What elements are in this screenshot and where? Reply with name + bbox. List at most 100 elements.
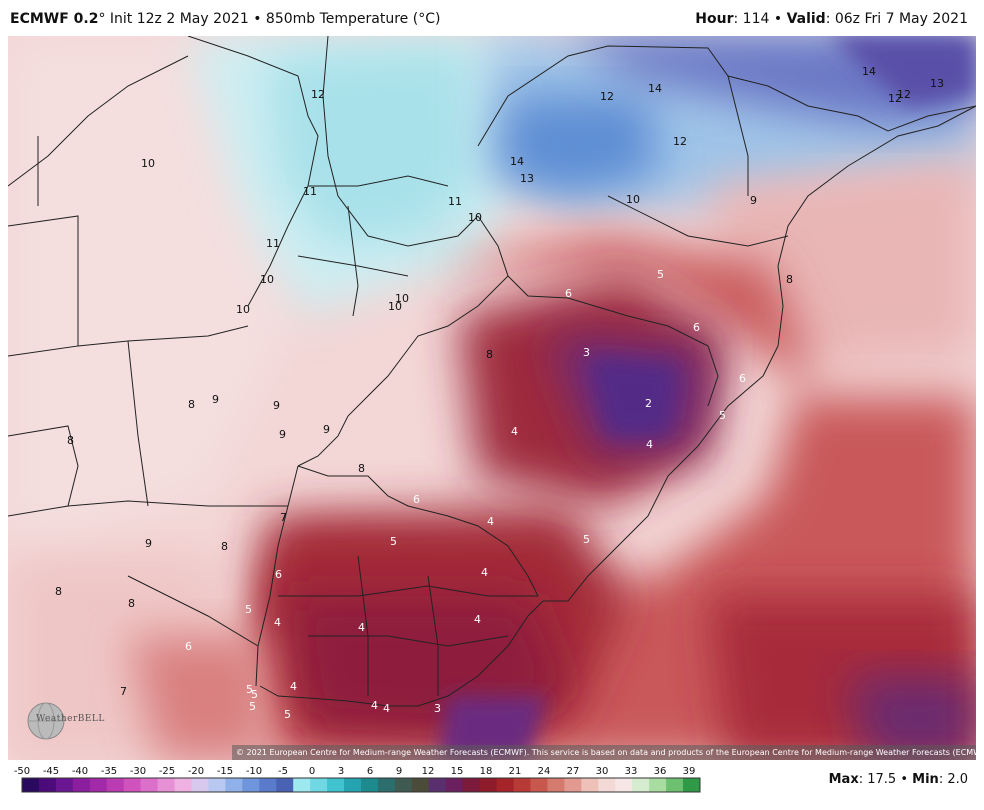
legend-tick-1: -45 [43,766,59,777]
logo-text: WeatherBELL [36,714,105,724]
contour-label-dark-30: 7 [280,511,287,524]
legend-swatch-14 [259,778,277,792]
legend-tick-23: 39 [683,766,696,777]
model-name: ECMWF 0.2 [10,11,99,27]
legend-border [21,777,701,793]
contour-label-light-7: 4 [511,425,518,438]
contour-label-dark-0: 12 [311,88,325,101]
contour-label-dark-24: 9 [212,393,219,406]
contour-label-dark-32: 8 [221,540,228,553]
legend-tick-3: -35 [101,766,117,777]
contour-label-light-15: 5 [245,603,252,616]
legend-tick-0: -50 [14,766,30,777]
contour-label-dark-7: 10 [388,300,402,313]
legend-swatch-4 [89,778,108,792]
legend-tick-4: -30 [130,766,146,777]
title-separator: • [253,11,262,27]
legend-swatch-29 [513,778,531,792]
contour-label-dark-27: 9 [323,423,330,436]
legend-swatch-38 [666,778,684,792]
legend-swatch-8 [157,778,176,792]
contour-label-dark-4: 10 [260,273,274,286]
legend-swatch-34 [598,778,616,792]
legend-swatch-6 [123,778,142,792]
contour-label-light-3: 3 [583,346,590,359]
legend-swatch-7 [140,778,159,792]
valid-label: Valid [786,11,826,27]
legend-tick-18: 24 [538,766,551,777]
contour-label-dark-21: 8 [786,273,793,286]
legend-swatch-13 [242,778,260,792]
contour-label-dark-3: 11 [266,237,280,250]
legend-tick-11: 3 [338,766,344,777]
legend-swatch-18 [327,778,345,792]
contour-label-dark-2: 11 [303,185,317,198]
max-label: Max [828,772,859,787]
contour-label-dark-33: 8 [55,585,62,598]
contour-label-dark-20: 13 [930,77,944,90]
contour-label-light-1: 6 [565,287,572,300]
legend-tick-6: -20 [188,766,204,777]
legend-tick-8: -10 [246,766,262,777]
legend-tick-15: 15 [451,766,464,777]
contour-label-light-5: 2 [645,397,652,410]
legend-swatch-22 [394,778,413,792]
legend-swatch-15 [276,778,294,792]
legend-swatch-5 [106,778,125,792]
contour-label-light-19: 6 [185,640,192,653]
legend-swatch-3 [72,778,91,792]
legend-swatch-20 [361,778,379,792]
contour-label-light-0: 5 [657,268,664,281]
contour-label-dark-10: 14 [510,155,524,168]
legend-tick-17: 21 [509,766,522,777]
contour-label-dark-8: 11 [448,195,462,208]
contour-label-dark-6: 10 [395,292,409,305]
contour-label-light-17: 4 [358,621,365,634]
contour-label-dark-5: 10 [236,303,250,316]
legend-swatch-25 [445,778,464,792]
legend-tick-9: -5 [278,766,288,777]
contour-label-dark-28: 8 [67,434,74,447]
legend-swatch-35 [615,778,633,792]
legend-swatch-2 [55,778,74,792]
valid-time: Hour: 114 • Valid: 06z Fri 7 May 2021 [695,11,968,27]
contour-label-dark-31: 9 [145,537,152,550]
legend-swatch-23 [411,778,430,792]
temperature-field [8,36,976,760]
copyright-notice: © 2021 European Centre for Medium-range … [232,745,976,760]
contour-label-dark-13: 14 [648,82,662,95]
contour-label-dark-17: 14 [862,65,876,78]
legend-tick-12: 6 [367,766,373,777]
contour-label-light-23: 5 [249,700,256,713]
legend-swatch-16 [293,778,311,792]
map-title: ECMWF 0.2° Init 12z 2 May 2021 • 850mb T… [10,11,440,27]
contour-label-light-4: 6 [739,372,746,385]
contour-label-light-8: 4 [646,438,653,451]
legend-swatch-10 [191,778,209,792]
contour-label-light-24: 5 [284,708,291,721]
contour-label-dark-23: 8 [188,398,195,411]
contour-label-light-22: 4 [290,680,297,693]
legend-swatch-21 [377,778,396,792]
legend-swatch-27 [479,778,498,792]
contour-label-dark-26: 9 [279,428,286,441]
valid-separator: • [773,11,783,27]
temperature-map[interactable]: 12 10 11 11 10 10 10 10 11 10 14 13 12 14 12 10 9 14 12 12 1… [8,36,976,760]
weatherbell-globe-icon [27,702,65,740]
contour-label-light-12: 5 [583,533,590,546]
legend-tick-10: 0 [309,766,315,777]
legend-swatch-37 [649,778,667,792]
contour-label-light-20: 5 [246,683,253,696]
degree-symbol: ° [98,11,106,27]
legend-swatch-28 [496,778,515,792]
legend-swatch-11 [208,778,226,792]
contour-label-dark-18: 12 [888,92,902,105]
contour-label-light-26: 4 [383,702,390,715]
contour-label-dark-14: 12 [673,135,687,148]
color-legend: -50 -45 -40 -35 -30 -25 -20 -15 -10 -5 0 3 6 9 12 15 18 2… [8,762,708,806]
contour-label-dark-16: 9 [750,194,757,207]
weatherbell-logo: WeatherBELL [22,700,110,742]
